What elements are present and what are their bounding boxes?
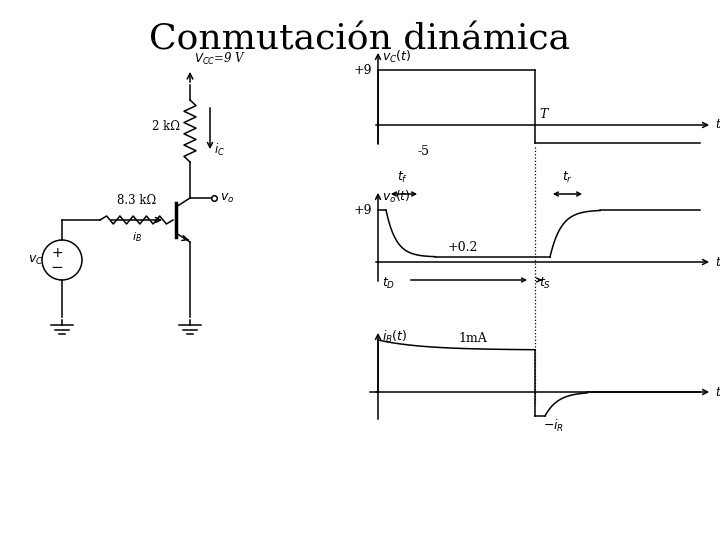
Text: $i_B(t)$: $i_B(t)$ bbox=[382, 329, 408, 345]
Text: $i_B$: $i_B$ bbox=[132, 230, 141, 244]
Text: $v_C$: $v_C$ bbox=[28, 253, 44, 267]
Text: t: t bbox=[715, 255, 720, 268]
Text: t: t bbox=[715, 118, 720, 132]
Text: $t_S$: $t_S$ bbox=[539, 276, 552, 291]
Text: $t_r$: $t_r$ bbox=[562, 170, 573, 185]
Text: $v_o(t)$: $v_o(t)$ bbox=[382, 189, 410, 205]
Text: −: − bbox=[50, 260, 63, 275]
Text: T: T bbox=[539, 108, 547, 121]
Text: +9: +9 bbox=[354, 204, 372, 217]
Text: 8.3 kΩ: 8.3 kΩ bbox=[117, 194, 156, 207]
Text: +0.2: +0.2 bbox=[448, 241, 478, 254]
Text: Conmutación dinámica: Conmutación dinámica bbox=[150, 22, 570, 56]
Text: $v_o$: $v_o$ bbox=[220, 192, 234, 205]
Text: +9: +9 bbox=[354, 64, 372, 77]
Text: $i_C$: $i_C$ bbox=[214, 142, 225, 158]
Text: 2 kΩ: 2 kΩ bbox=[152, 120, 180, 133]
Text: 1mA: 1mA bbox=[459, 332, 487, 345]
Text: +: + bbox=[51, 246, 63, 260]
Text: $t_f$: $t_f$ bbox=[397, 170, 408, 185]
Text: t: t bbox=[715, 386, 720, 399]
Text: $V_{CC}$=9 V: $V_{CC}$=9 V bbox=[194, 51, 246, 67]
Text: $-i_R$: $-i_R$ bbox=[543, 418, 564, 434]
Text: $v_C(t)$: $v_C(t)$ bbox=[382, 49, 411, 65]
Text: -5: -5 bbox=[417, 145, 429, 158]
Text: $t_D$: $t_D$ bbox=[382, 276, 395, 291]
